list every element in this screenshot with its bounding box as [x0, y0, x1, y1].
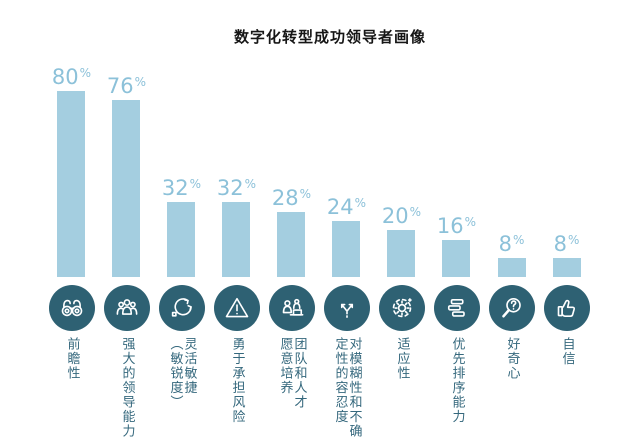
percent-sign: % [354, 196, 367, 211]
bar [332, 221, 361, 277]
percent-sign: % [299, 186, 312, 201]
bar [442, 239, 471, 277]
percent-sign: % [189, 177, 202, 192]
value-label: 32% [216, 176, 257, 201]
chart-column: 20% 适应性 [374, 60, 429, 439]
category-label: 优先排序能力 [449, 337, 465, 424]
chart-column: 8% 好奇心 [484, 60, 539, 439]
value-label: 8% [498, 232, 525, 257]
chart-column: 28% 团队和人才 愿意培养 [264, 60, 319, 439]
adaptability-gear-icon [378, 285, 425, 331]
bar [112, 99, 141, 277]
category-label: 自信 [559, 337, 575, 366]
chart-column: 32% 灵活敏捷 （敏锐度） [154, 60, 209, 439]
chart-column: 32% 勇于承担风险 [209, 60, 264, 439]
chart-column: 80% 前瞻性 [44, 60, 99, 439]
value-label: 80% [51, 64, 92, 89]
binoculars-icon [48, 285, 95, 331]
bar [167, 202, 196, 277]
percent-sign: % [567, 233, 580, 248]
chart-column: 8% 自信 [539, 60, 594, 439]
page-title: 数字化转型成功领导者画像 [233, 28, 426, 46]
percent-sign: % [79, 65, 92, 80]
curiosity-magnifier-icon [488, 285, 535, 331]
bar [222, 202, 251, 277]
value-label: 16% [436, 213, 477, 238]
percent-sign: % [409, 205, 422, 220]
bar [552, 258, 581, 277]
category-label: 灵活敏捷 （敏锐度） [167, 337, 197, 410]
chart-column: 24% 对模糊性和不确 定性的容忍度 [319, 60, 374, 439]
category-label: 强大的领导能力 [119, 337, 135, 439]
team-leadership-icon [103, 285, 150, 331]
value-label: 8% [553, 232, 580, 257]
bar [277, 211, 306, 277]
category-label: 勇于承担风险 [229, 337, 245, 424]
percent-sign: % [464, 214, 477, 229]
category-label: 对模糊性和不确 定性的容忍度 [332, 337, 362, 439]
thumbs-up-icon [543, 285, 590, 331]
value-label: 24% [326, 195, 367, 220]
percent-sign: % [512, 233, 525, 248]
bar-chart: 80% 前瞻性 76% [44, 60, 594, 439]
bar [57, 90, 86, 277]
bar [387, 230, 416, 277]
value-label: 32% [161, 176, 202, 201]
priority-list-icon [433, 285, 480, 331]
chart-column: 76% 强大的领导能力 [99, 60, 154, 439]
category-label: 前瞻性 [64, 337, 80, 381]
bar [497, 258, 526, 277]
talent-development-icon [268, 285, 315, 331]
fork-paths-icon [323, 285, 370, 331]
percent-sign: % [134, 74, 147, 89]
agile-cycle-icon [158, 285, 205, 331]
value-label: 28% [271, 185, 312, 210]
percent-sign: % [244, 177, 257, 192]
category-label: 适应性 [394, 337, 410, 381]
value-label: 76% [106, 73, 147, 98]
chart-column: 16% 优先排序能力 [429, 60, 484, 439]
warning-triangle-icon [213, 285, 260, 331]
value-label: 20% [381, 204, 422, 229]
category-label: 团队和人才 愿意培养 [277, 337, 307, 410]
category-label: 好奇心 [504, 337, 520, 381]
